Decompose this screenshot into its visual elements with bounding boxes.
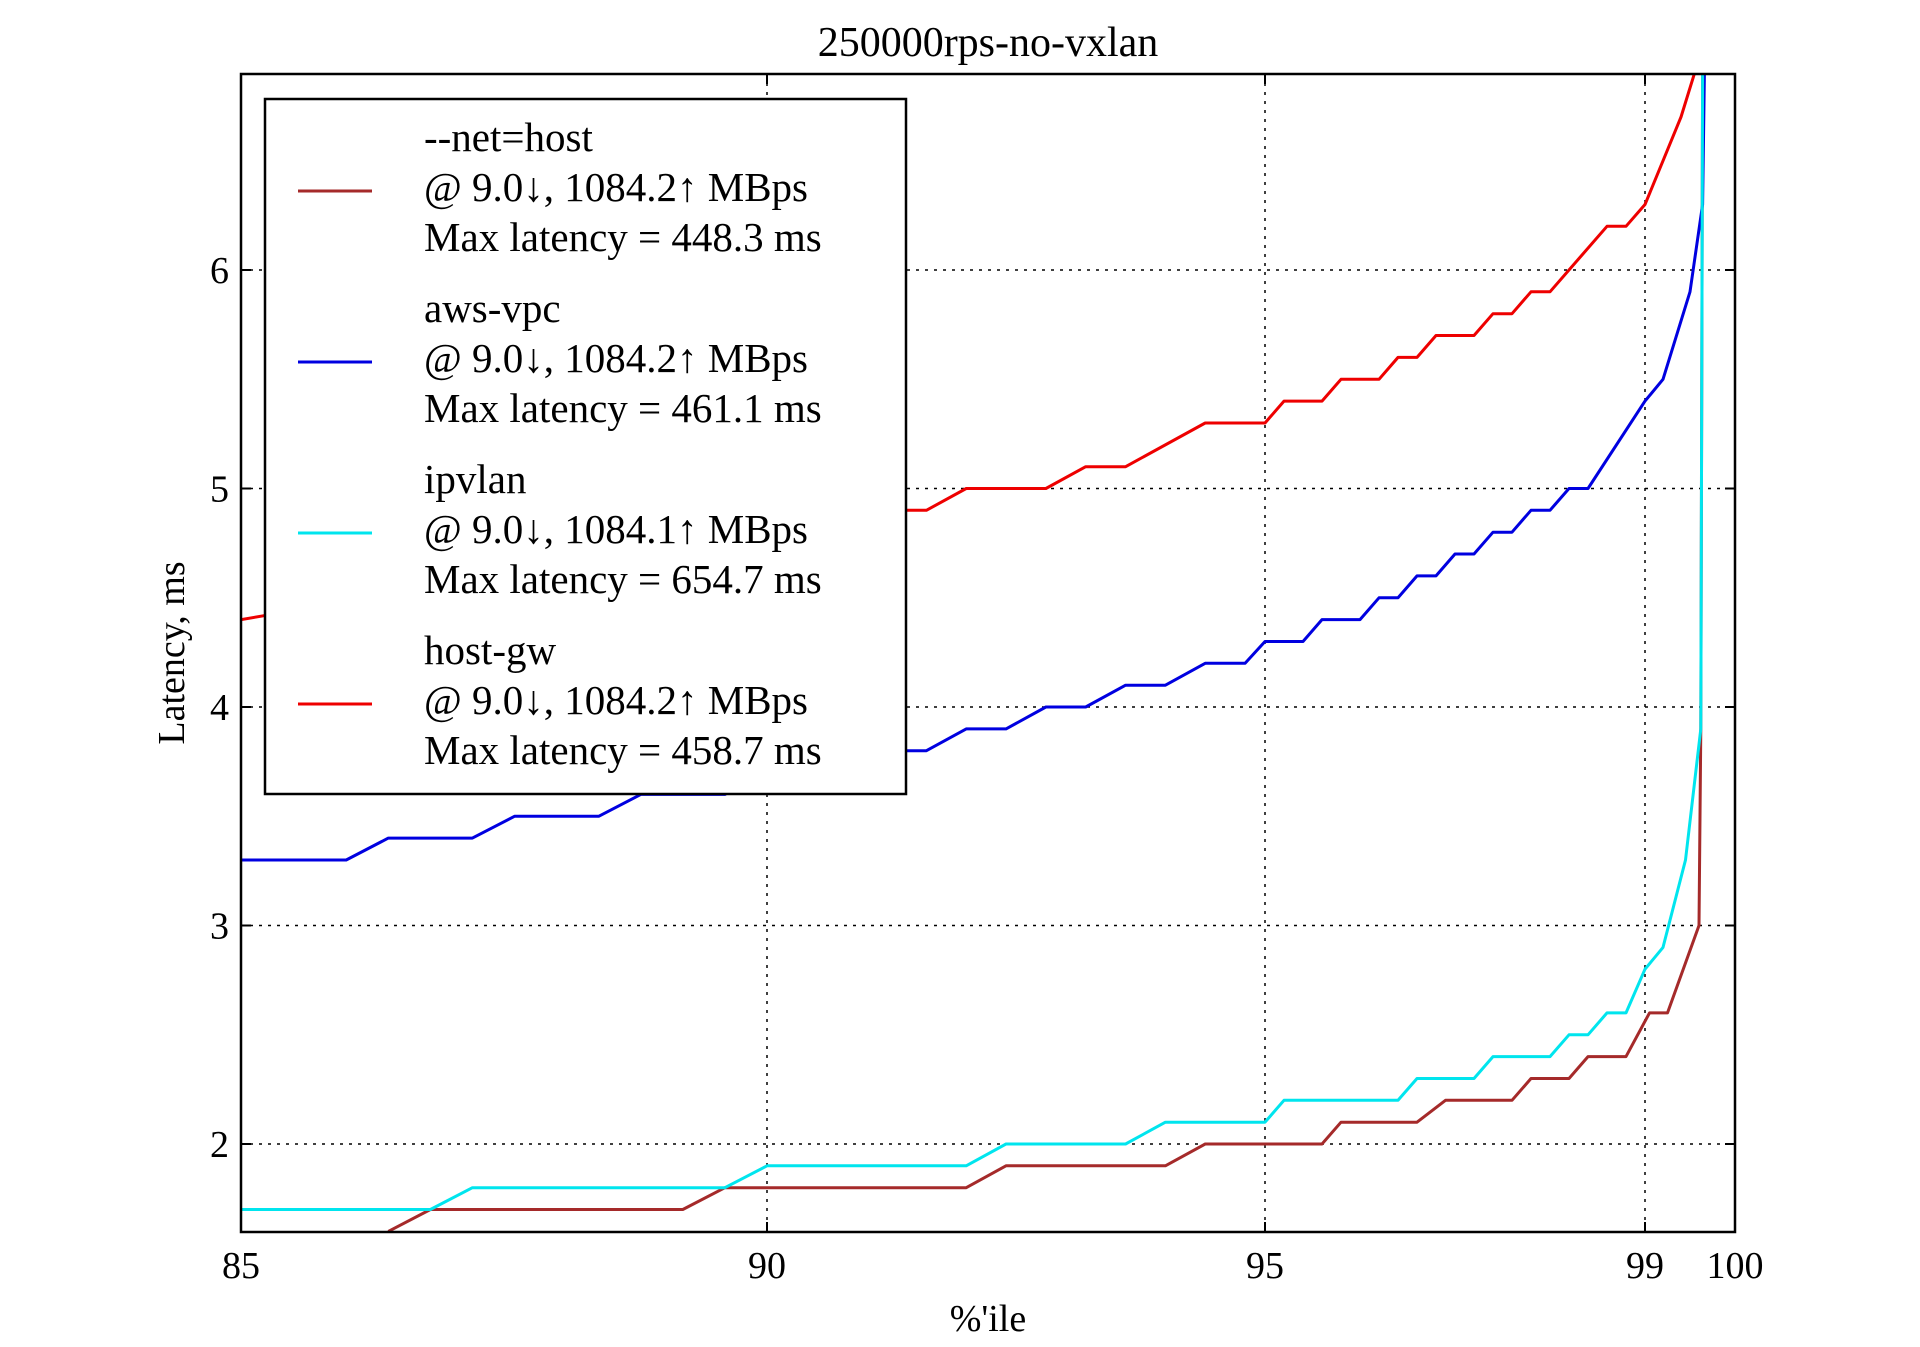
series-line-host-gw <box>241 74 1696 622</box>
legend-label-line: host-gw <box>424 627 557 673</box>
legend-label-line: @ 9.0↓, 1084.2↑ MBps <box>424 335 808 381</box>
x-tick-label: 90 <box>748 1245 786 1287</box>
x-tick-label: 99 <box>1626 1245 1664 1287</box>
legend-label-line: Max latency = 458.7 ms <box>424 727 822 773</box>
y-tick-label: 2 <box>210 1124 229 1166</box>
series-line-net-host <box>387 74 1705 1232</box>
chart-title: 250000rps-no-vxlan <box>818 20 1159 66</box>
plot-frame <box>239 72 1737 1234</box>
legend-label-line: @ 9.0↓, 1084.2↑ MBps <box>424 164 808 210</box>
legend-label-line: ipvlan <box>424 456 526 502</box>
legend-label-line: @ 9.0↓, 1084.2↑ MBps <box>424 677 808 723</box>
legend-label-line: Max latency = 654.7 ms <box>424 556 822 602</box>
x-tick-label: 95 <box>1246 1245 1284 1287</box>
series-lines <box>241 74 1706 1232</box>
legend-label-line: aws-vpc <box>424 285 561 331</box>
y-axis-label: Latency, ms <box>151 561 193 744</box>
legend-label-line: @ 9.0↓, 1084.1↑ MBps <box>424 506 808 552</box>
y-tick-label: 5 <box>210 469 229 511</box>
x-axis-label: %'ile <box>950 1298 1026 1340</box>
x-tick-label: 100 <box>1707 1245 1764 1287</box>
legend-box <box>263 97 908 796</box>
y-tick-label: 4 <box>210 687 229 729</box>
series-line-ipvlan <box>241 74 1705 1211</box>
y-tick-label: 6 <box>210 250 229 292</box>
axis-ticks: 85 90 95 99 100 2 3 4 5 6 <box>210 74 1764 1287</box>
x-tick-label: 85 <box>222 1245 260 1287</box>
legend-label-line: --net=host <box>424 114 593 160</box>
y-tick-label: 3 <box>210 906 229 948</box>
legend-label-line: Max latency = 461.1 ms <box>424 385 822 431</box>
legend-label-line: Max latency = 448.3 ms <box>424 214 822 260</box>
